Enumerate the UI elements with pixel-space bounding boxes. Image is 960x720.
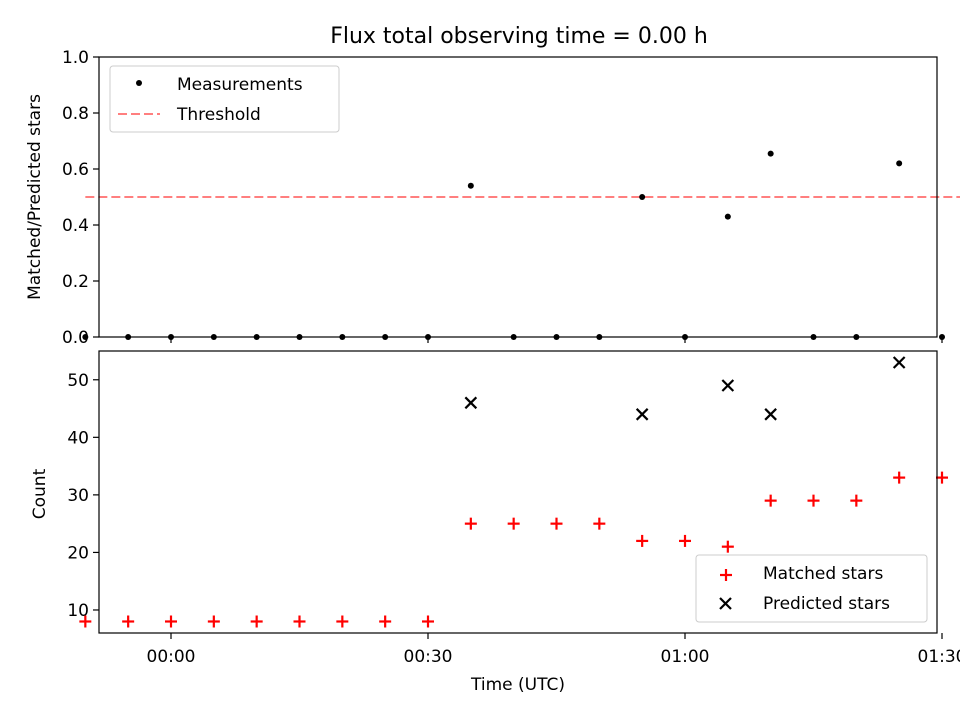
matched-star-point [636,534,649,547]
top-y-tick-label: 0.4 [62,216,89,236]
bottom-y-ticks: 10 20 30 40 50 [67,371,99,621]
top-y-tick-label: 0.2 [62,272,89,292]
x-tick-label: 00:00 [147,647,196,667]
legend-matched-label: Matched stars [763,564,883,584]
matched-star-point [893,471,906,484]
top-y-tick-label: 1.0 [62,48,89,68]
matched-star-point [550,517,563,530]
predicted-star-point [721,379,735,392]
measurement-point [767,150,774,157]
measurement-point [82,334,89,340]
legend-predicted-label: Predicted stars [763,594,890,614]
matched-star-point [379,615,392,628]
top-y-ticks: 0.0 0.2 0.4 0.6 0.8 1.0 [62,48,99,348]
bottom-y-axis-label: Count [30,468,50,519]
matched-star-point [207,615,220,628]
predicted-star-point [635,408,649,421]
legend-threshold-label: Threshold [176,105,261,125]
top-legend: Measurements Threshold [109,65,340,133]
top-y-tick-label: 0.0 [62,328,89,348]
bottom-legend: Matched stars Predicted stars [695,554,928,623]
bottom-y-tick-label: 50 [67,371,89,391]
top-axes-frame [98,56,938,338]
bottom-panel: Count Time (UTC) 10 20 30 40 50 00:00 00:30 01… [30,350,960,695]
matched-star-point [807,494,820,507]
legend-measurements-marker [136,80,142,86]
bottom-y-tick-label: 10 [67,601,89,621]
matched-star-point [165,615,177,628]
matched-star-point [850,494,863,507]
x-tick-label: 00:30 [404,647,453,667]
measurement-point [939,334,945,340]
top-y-tick-label: 0.8 [62,104,89,124]
top-panel: Matched/Predicted stars 0.0 0.2 0.4 0.6 0.8 1… [25,48,960,348]
matched-star-point [336,615,349,628]
matched-star-point [293,615,306,628]
matched-star-point [593,517,606,530]
predicted-star-point [892,356,906,369]
matched-star-point [250,615,263,628]
matched-star-point [422,615,434,628]
matched-star-point [464,517,477,530]
measurement-point [467,182,474,189]
predicted-star-point [764,408,777,421]
legend-measurements-label: Measurements [177,75,303,95]
bottom-legend-box [695,554,928,623]
matched-star-point [721,540,734,553]
x-tick-label: 01:00 [661,647,710,667]
top-legend-box [109,65,340,133]
measurement-point [724,213,731,220]
top-y-tick-label: 0.6 [62,160,89,180]
matched-star-point [936,471,948,484]
bottom-axes-frame [98,350,938,634]
measurement-point [896,160,903,167]
matched-star-point [507,517,520,530]
bottom-plot-marks [79,356,948,628]
chart-title: Flux total observing time = 0.00 h [330,24,708,49]
bottom-y-tick-label: 40 [67,428,89,448]
matched-star-point [79,615,92,628]
legend-predicted-marker [719,597,732,610]
bottom-y-tick-label: 30 [67,486,89,506]
matched-star-point [122,615,135,628]
legend-matched-marker [720,569,732,581]
predicted-star-point [464,396,478,410]
bottom-y-tick-label: 20 [67,543,89,563]
matched-star-point [679,534,691,547]
matched-star-point [764,494,777,507]
measurement-point [639,194,646,200]
top-y-axis-label: Matched/Predicted stars [25,94,45,300]
x-axis-label: Time (UTC) [470,675,565,695]
x-tick-label: 01:30 [918,647,960,667]
